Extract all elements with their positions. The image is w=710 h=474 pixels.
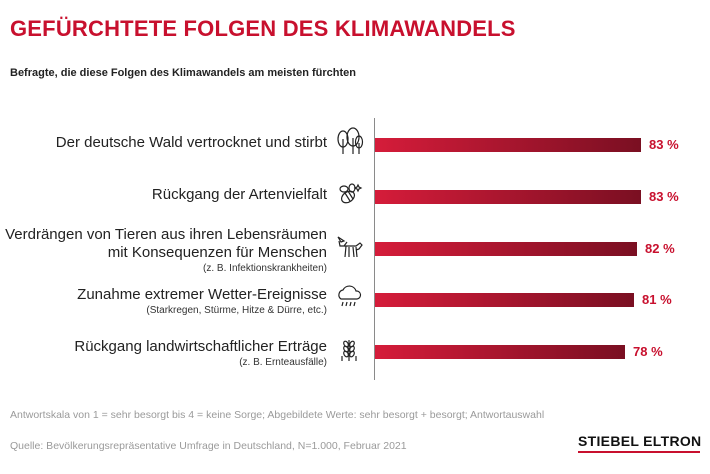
chart-subtitle: Befragte, die diese Folgen des Klimawand… — [10, 67, 356, 79]
category-label-line: Rückgang der Artenvielfalt — [151, 186, 327, 203]
category-label: Rückgang der Artenvielfalt — [152, 186, 327, 204]
bar — [375, 242, 637, 256]
data-label: 82 % — [645, 241, 675, 256]
category-label: Verdrängen von Tieren aus ihren Lebensrä… — [5, 226, 327, 276]
category-note: (z. B. Ernteausfälle) — [239, 357, 327, 368]
brand-logo: STIEBEL ELTRON — [578, 433, 702, 449]
category-label-line: Rückgang landwirtschaftlicher Erträge — [74, 338, 327, 355]
source-note: Quelle: Bevölkerungsrepräsentative Umfra… — [10, 440, 407, 452]
fox-icon — [334, 231, 364, 261]
wheat-icon — [334, 334, 364, 364]
category-label-line: Der deutsche Wald vertrocknet und stirbt — [55, 134, 327, 151]
category-note: (Starkregen, Stürme, Hitze & Dürre, etc.… — [146, 305, 327, 316]
y-axis-line — [374, 118, 375, 380]
storm-cloud-icon — [334, 282, 364, 312]
category-label: Zunahme extremer Wetter-Ereignisse (Stark… — [77, 286, 327, 318]
brand-underline — [578, 451, 700, 453]
bar — [375, 293, 634, 307]
data-label: 83 % — [649, 189, 679, 204]
category-label-line: Zunahme extremer Wetter-Ereignisse — [77, 286, 327, 303]
bar — [375, 190, 641, 204]
category-label: Der deutsche Wald vertrocknet und stirbt — [56, 134, 327, 152]
category-label-line: mit Konsequenzen für Menschen — [107, 244, 327, 261]
category-label: Rückgang landwirtschaftlicher Erträge (z.… — [74, 338, 327, 370]
data-label: 78 % — [633, 344, 663, 359]
bee-icon — [334, 179, 364, 209]
bar — [375, 345, 625, 359]
trees-icon — [334, 127, 364, 157]
category-note: (z. B. Infektionskrankheiten) — [203, 263, 327, 274]
category-label-line: Verdrängen von Tieren aus ihren Lebensrä… — [5, 226, 327, 243]
bar — [375, 138, 641, 152]
data-label: 83 % — [649, 137, 679, 152]
data-label: 81 % — [642, 292, 672, 307]
footnote: Antwortskala von 1 = sehr besorgt bis 4 … — [10, 409, 545, 421]
chart-title: GEFÜRCHTETE FOLGEN DES KLIMAWANDELS — [10, 16, 516, 41]
